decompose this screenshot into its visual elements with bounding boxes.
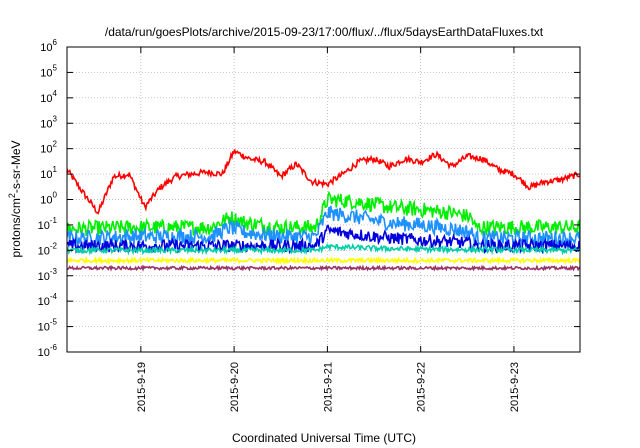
series-line-6 [67, 255, 580, 266]
x-tick-label: 2015-9-19 [136, 362, 148, 412]
y-tick-label: 10-3 [38, 267, 58, 283]
y-tick-label: 104 [40, 89, 57, 105]
plot-area [67, 149, 580, 273]
series-line-2 [67, 190, 580, 237]
y-axis: 10-6 10-5 10-4 10-3 10-2 10-1 100 101 102 103 104 1… [38, 38, 580, 359]
y-tick-label: 10-4 [38, 292, 58, 308]
y-tick-label: 105 [40, 63, 57, 79]
y-tick-label: 10-6 [38, 343, 58, 359]
y-tick-label: 103 [40, 114, 57, 130]
series-line-5 [67, 242, 580, 256]
series-layer [67, 149, 580, 273]
y-tick-label: 10-2 [38, 241, 58, 257]
chart-title: /data/run/goesPlots/archive/2015-09-23/1… [105, 25, 544, 39]
x-axis-title: Coordinated Universal Time (UTC) [232, 431, 416, 445]
x-tick-label: 2015-9-21 [322, 362, 334, 412]
series-line-1 [67, 149, 580, 215]
y-tick-label: 100 [40, 191, 57, 207]
x-tick-label: 2015-9-22 [416, 362, 428, 412]
plot-frame [66, 46, 581, 353]
x-tick-label: 2015-9-20 [229, 362, 241, 412]
y-tick-label: 102 [40, 140, 57, 156]
y-tick-label: 10-1 [38, 216, 58, 232]
x-tick-label: 2015-9-23 [509, 362, 521, 412]
series-line-3 [67, 205, 580, 249]
y-tick-label: 101 [40, 165, 57, 181]
series-line-7 [67, 264, 580, 273]
x-axis: 2015-9-19 2015-9-20 2015-9-21 2015-9-22 2015… [136, 47, 521, 412]
y-tick-label: 106 [40, 38, 57, 54]
gridlines [67, 47, 580, 352]
y-axis-title: protons/cm2-s-sr-MeV [7, 140, 23, 257]
y-tick-label: 10-5 [38, 318, 58, 334]
